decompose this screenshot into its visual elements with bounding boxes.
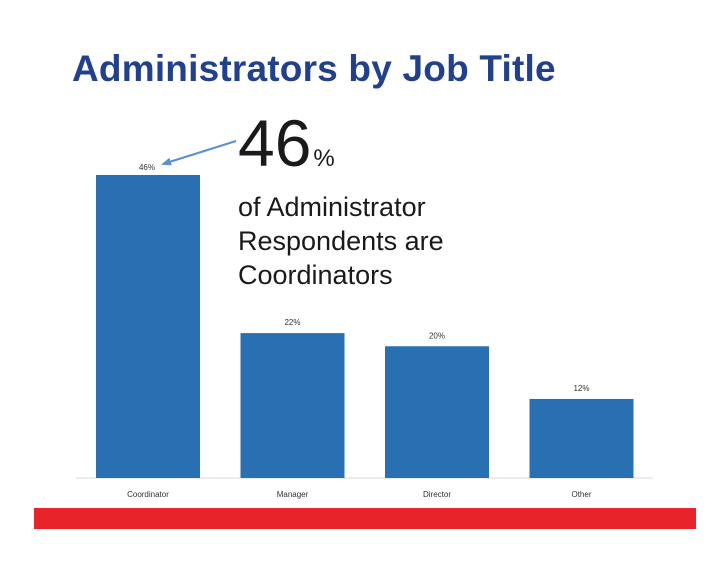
footer-red-band bbox=[34, 508, 696, 529]
data-label-other: 12% bbox=[573, 384, 589, 393]
x-tick-label-other: Other bbox=[571, 490, 591, 499]
callout-text: of Administrator Respondents are Coordin… bbox=[238, 192, 444, 290]
x-tick-label-director: Director bbox=[423, 490, 451, 499]
callout-arrow bbox=[161, 140, 237, 166]
data-label-coordinator: 46% bbox=[139, 163, 155, 172]
callout-unit: % bbox=[313, 145, 335, 172]
slide-title: Administrators by Job Title bbox=[72, 48, 556, 89]
bar-other bbox=[529, 398, 634, 478]
bar-coordinator bbox=[96, 175, 200, 478]
x-tick-label-coordinator: Coordinator bbox=[127, 490, 169, 499]
callout-stat: 46% bbox=[238, 110, 335, 176]
data-label-manager: 22% bbox=[284, 318, 300, 327]
callout-value: 46 bbox=[238, 106, 312, 180]
bar-manager bbox=[240, 333, 345, 478]
data-label-director: 20% bbox=[429, 331, 445, 340]
bar-director bbox=[385, 346, 489, 478]
x-tick-label-manager: Manager bbox=[277, 490, 309, 499]
